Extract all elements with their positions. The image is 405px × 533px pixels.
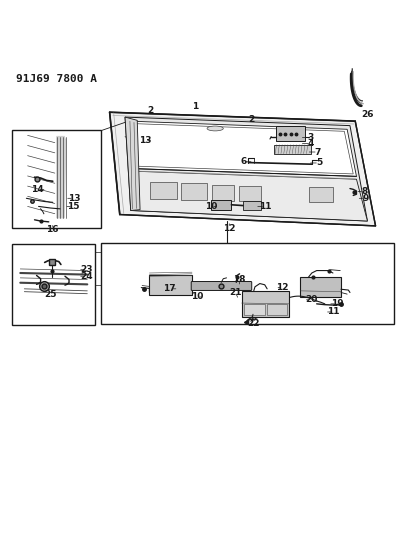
Text: 13: 13 [68,194,80,203]
Polygon shape [130,171,367,221]
Text: 14: 14 [31,185,44,194]
Polygon shape [109,112,375,226]
Text: 21: 21 [229,288,241,297]
Text: 1: 1 [191,102,198,111]
Text: 91J69 7800 A: 91J69 7800 A [16,74,97,84]
Text: 18: 18 [233,275,245,284]
Bar [150,182,176,199]
Text: 9: 9 [361,194,368,203]
FancyBboxPatch shape [191,281,251,290]
Bar [241,291,289,317]
Polygon shape [125,117,367,221]
Text: 16: 16 [47,225,59,235]
Text: 4: 4 [307,139,313,148]
Bar [300,277,340,297]
Text: 23: 23 [81,265,93,274]
Text: 3: 3 [307,133,313,142]
Text: 11: 11 [258,202,271,211]
Text: 10: 10 [205,202,217,211]
Bar [12,244,95,325]
Bar [149,274,192,295]
Text: 8: 8 [360,187,367,196]
Bar [242,201,260,209]
Polygon shape [125,117,140,211]
Text: 24: 24 [80,272,93,281]
Bar [180,183,207,199]
Polygon shape [130,121,356,176]
Text: 22: 22 [247,319,259,328]
Text: 12: 12 [223,224,235,233]
Bar [273,144,310,154]
Text: 20: 20 [304,295,316,304]
Text: 19: 19 [330,300,343,309]
Bar [211,199,231,209]
Text: 26: 26 [360,110,373,119]
Text: 2: 2 [147,106,153,115]
Bar [238,186,260,201]
Bar [101,243,393,324]
Text: 25: 25 [44,290,56,300]
Bar [275,126,305,141]
Text: 17: 17 [163,284,176,293]
Bar [308,187,332,202]
Ellipse shape [207,126,223,131]
Text: 13: 13 [139,136,151,145]
Bar [12,131,101,228]
Text: 11: 11 [327,308,339,317]
Text: 12: 12 [276,283,288,292]
Text: 15: 15 [67,202,79,211]
Text: 7: 7 [314,148,320,157]
Text: 6: 6 [240,157,246,166]
Text: 5: 5 [315,158,322,167]
Text: 2: 2 [248,115,254,124]
Bar [211,185,234,201]
Text: 10: 10 [190,293,202,302]
Bar [243,304,264,315]
Bar [266,304,286,315]
Polygon shape [57,136,66,218]
